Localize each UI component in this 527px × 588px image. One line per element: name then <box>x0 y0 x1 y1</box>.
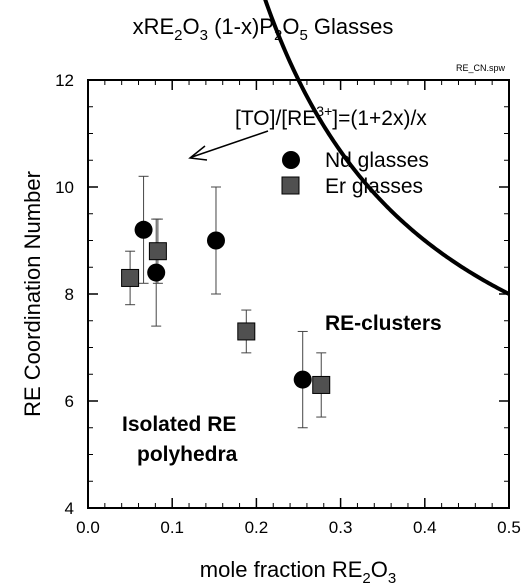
tick-labels: 0.0 0.1 0.2 0.3 0.4 0.5 4 6 8 10 12 <box>55 71 521 537</box>
title-part-4: (1-x)P <box>208 14 274 39</box>
title-part-6: O <box>282 14 299 39</box>
legend-er-marker <box>281 176 300 195</box>
eq-part-2: ]=(1+2x)/x <box>332 107 427 130</box>
x-tick-label: 0.0 <box>76 518 100 537</box>
eq-sup-1: 3+ <box>316 103 332 119</box>
xlabel-part-2: O <box>371 557 388 582</box>
x-tick-label: 0.4 <box>413 518 437 537</box>
clusters-label: RE-clusters <box>325 312 442 335</box>
y-tick-label: 6 <box>65 392 74 411</box>
nd-point <box>134 220 153 239</box>
er-point <box>312 375 331 394</box>
title-part-8: Glasses <box>308 14 394 39</box>
curve-arrow-head <box>188 145 208 161</box>
title-sub-3: 3 <box>200 27 208 44</box>
x-tick-label: 0.5 <box>497 518 521 537</box>
y-tick-label: 8 <box>65 285 74 304</box>
legend: Nd glasses Er glasses <box>281 149 429 198</box>
y-axis-title: RE Coordination Number <box>20 171 45 417</box>
x-tick-label: 0.2 <box>245 518 269 537</box>
y-tick-label: 10 <box>55 178 74 197</box>
title-sub-7: 5 <box>299 27 307 44</box>
xlabel-sub-1: 2 <box>362 570 370 587</box>
error-bars <box>125 175 327 429</box>
chart-title: xRE2O3 (1-x)P2O5 Glasses <box>133 14 394 44</box>
legend-nd-marker <box>282 151 300 169</box>
er-point <box>121 268 140 287</box>
file-label: RE_CN.spw <box>456 63 506 73</box>
title-part-2: O <box>183 14 200 39</box>
legend-er-label: Er glasses <box>325 175 423 198</box>
isolated-label-line1: Isolated RE <box>122 413 236 436</box>
x-axis-title: mole fraction RE2O3 <box>200 557 396 587</box>
x-tick-label: 0.3 <box>329 518 353 537</box>
er-point <box>237 322 256 341</box>
isolated-label-line2: polyhedra <box>137 443 238 466</box>
tetrahedra-ratio-curve <box>263 0 510 296</box>
title-part-0: xRE <box>133 14 175 39</box>
curve-equation-label: [TO]/[RE3+]=(1+2x)/x <box>235 103 427 130</box>
y-tick-label: 4 <box>65 499 74 518</box>
curve-arrow-line <box>191 130 269 158</box>
data-markers <box>121 220 331 394</box>
xlabel-sub-3: 3 <box>388 570 396 587</box>
legend-nd-label: Nd glasses <box>325 149 429 172</box>
title-sub-1: 2 <box>174 27 182 44</box>
x-tick-label: 0.1 <box>160 518 184 537</box>
nd-point <box>147 263 166 282</box>
xlabel-part-0: mole fraction RE <box>200 557 363 582</box>
er-point <box>148 242 167 261</box>
nd-point <box>293 370 312 389</box>
y-tick-label: 12 <box>55 71 74 90</box>
eq-part-0: [TO]/[RE <box>235 107 316 130</box>
nd-point <box>206 231 225 250</box>
axis-ticks <box>87 79 510 509</box>
